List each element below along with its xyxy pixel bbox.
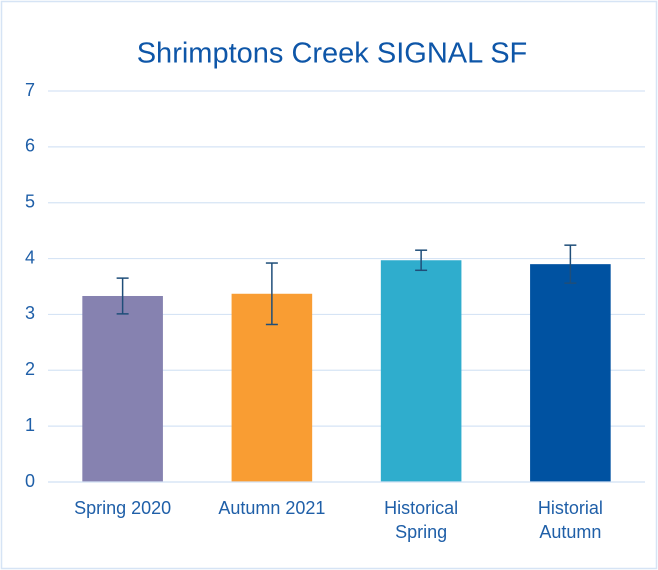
y-tick-label: 1 (25, 415, 35, 435)
bar (82, 295, 163, 482)
y-tick-label: 4 (25, 247, 35, 267)
y-tick-label: 0 (25, 471, 35, 491)
bar (380, 260, 462, 482)
x-tick-label: Autumn 2021 (218, 498, 326, 518)
x-tick-label: Historical Spring (384, 498, 459, 542)
y-tick-label: 7 (25, 80, 35, 100)
y-tick-label: 5 (25, 191, 35, 211)
chart-title: Shrimptons Creek SIGNAL SF (137, 38, 528, 70)
y-tick-label: 2 (25, 359, 35, 379)
y-tick-label: 3 (25, 303, 35, 323)
x-tick-label: Historial Autumn (537, 498, 603, 542)
bar (530, 264, 611, 482)
y-tick-label: 6 (25, 136, 35, 156)
x-tick-label: Spring 2020 (74, 498, 172, 518)
